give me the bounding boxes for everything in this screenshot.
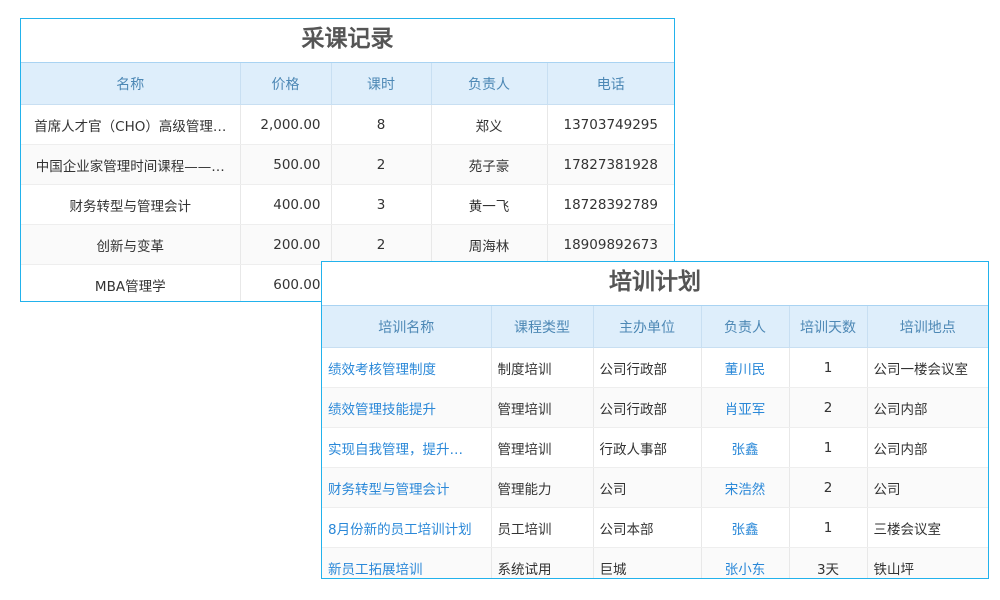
table-cell: 1 [789,347,868,388]
table-cell: 管理培训 [491,387,594,428]
table-row[interactable]: 实现自我管理，提升… 管理培训 行政人事部 张鑫 1 公司内部 [322,427,988,468]
table-cell: 2,000.00 [240,104,332,145]
table-cell: 黄一飞 [431,184,548,225]
training-plan-panel: 培训计划 培训名称 课程类型 主办单位 负责人 培训天数 培训地点 绩效考核管理制度 制度培训… [321,261,989,579]
table-cell: 公司行政部 [593,347,702,388]
column-header[interactable]: 课程类型 [491,306,594,348]
table-row[interactable]: 中国企业家管理时间课程——… 500.00 2 苑子豪 17827381928 [21,144,674,185]
purchase-record-table: 名称 价格 课时 负责人 电话 首席人才官（CHO）高级管理… 2,000.00 8 郑义 137… [21,63,674,301]
table-cell: 财务转型与管理会计 [21,184,241,225]
column-header[interactable]: 负责人 [701,306,790,348]
table-cell: 苑子豪 [431,144,548,185]
table-cell: 3天 [789,547,868,578]
table-row[interactable]: 新员工拓展培训 系统试用 巨城 张小东 3天 铁山坪 [322,547,988,578]
training-plan-table: 培训名称 课程类型 主办单位 负责人 培训天数 培训地点 绩效考核管理制度 制度培训 公司行政部… [322,306,988,578]
table-cell: 2 [331,144,432,185]
cell-link[interactable]: 绩效考核管理制度 [322,347,492,388]
table-cell: 公司 [867,467,988,508]
table-cell: 2 [789,467,868,508]
table-cell: 创新与变革 [21,224,241,265]
table-row[interactable]: 创新与变革 200.00 2 周海林 18909892673 [21,224,674,265]
table-cell: 公司内部 [867,387,988,428]
table-cell: 员工培训 [491,507,594,548]
column-header[interactable]: 电话 [547,63,674,105]
table-cell: 公司本部 [593,507,702,548]
table-cell: 管理培训 [491,427,594,468]
column-header[interactable]: 课时 [331,63,432,105]
table-cell: 郑义 [431,104,548,145]
table-cell: 200.00 [240,224,332,265]
column-header[interactable]: 主办单位 [593,306,702,348]
table-cell: 首席人才官（CHO）高级管理… [21,104,241,145]
table-cell: 制度培训 [491,347,594,388]
purchase-record-panel: 采课记录 名称 价格 课时 负责人 电话 首席人才官（CHO）高级管理… 2,000.00 8… [20,18,675,302]
table-cell: 中国企业家管理时间课程——… [21,144,241,185]
table-cell: 公司行政部 [593,387,702,428]
cell-link[interactable]: 董川民 [701,347,790,388]
table-cell: 公司内部 [867,427,988,468]
table-row[interactable]: 绩效管理技能提升 管理培训 公司行政部 肖亚军 2 公司内部 [322,387,988,428]
table-cell: 1 [789,427,868,468]
column-header[interactable]: 名称 [21,63,241,105]
table-cell: MBA管理学 [21,264,241,301]
table-cell: 600.00 [240,264,332,301]
table-cell: 2 [789,387,868,428]
table-cell: 500.00 [240,144,332,185]
table-cell: 13703749295 [547,104,674,145]
table-row[interactable]: 8月份新的员工培训计划 员工培训 公司本部 张鑫 1 三楼会议室 [322,507,988,548]
column-header[interactable]: 培训名称 [322,306,492,348]
cell-link[interactable]: 新员工拓展培训 [322,547,492,578]
table-cell: 公司一楼会议室 [867,347,988,388]
table-cell: 周海林 [431,224,548,265]
table-cell: 系统试用 [491,547,594,578]
cell-link[interactable]: 宋浩然 [701,467,790,508]
table-cell: 管理能力 [491,467,594,508]
table-cell: 公司 [593,467,702,508]
table-row[interactable]: 财务转型与管理会计 管理能力 公司 宋浩然 2 公司 [322,467,988,508]
cell-link[interactable]: 8月份新的员工培训计划 [322,507,492,548]
table-cell: 400.00 [240,184,332,225]
table-cell: 8 [331,104,432,145]
column-header[interactable]: 培训地点 [867,306,988,348]
training-plan-title: 培训计划 [322,262,988,306]
table-cell: 行政人事部 [593,427,702,468]
cell-link[interactable]: 张鑫 [701,427,790,468]
table-cell: 铁山坪 [867,547,988,578]
table-cell: 3 [331,184,432,225]
table-row[interactable]: 首席人才官（CHO）高级管理… 2,000.00 8 郑义 13703749295 [21,104,674,145]
table-cell: 三楼会议室 [867,507,988,548]
table-row[interactable]: 绩效考核管理制度 制度培训 公司行政部 董川民 1 公司一楼会议室 [322,347,988,388]
cell-link[interactable]: 财务转型与管理会计 [322,467,492,508]
column-header[interactable]: 价格 [240,63,332,105]
table-cell: 2 [331,224,432,265]
column-header[interactable]: 培训天数 [789,306,868,348]
column-header[interactable]: 负责人 [431,63,548,105]
table-cell: 18728392789 [547,184,674,225]
table-row[interactable]: 财务转型与管理会计 400.00 3 黄一飞 18728392789 [21,184,674,225]
table-cell: 1 [789,507,868,548]
table-cell: 巨城 [593,547,702,578]
cell-link[interactable]: 实现自我管理，提升… [322,427,492,468]
table-cell: 18909892673 [547,224,674,265]
table-cell: 17827381928 [547,144,674,185]
cell-link[interactable]: 张鑫 [701,507,790,548]
cell-link[interactable]: 张小东 [701,547,790,578]
purchase-record-title: 采课记录 [21,19,674,63]
cell-link[interactable]: 肖亚军 [701,387,790,428]
cell-link[interactable]: 绩效管理技能提升 [322,387,492,428]
